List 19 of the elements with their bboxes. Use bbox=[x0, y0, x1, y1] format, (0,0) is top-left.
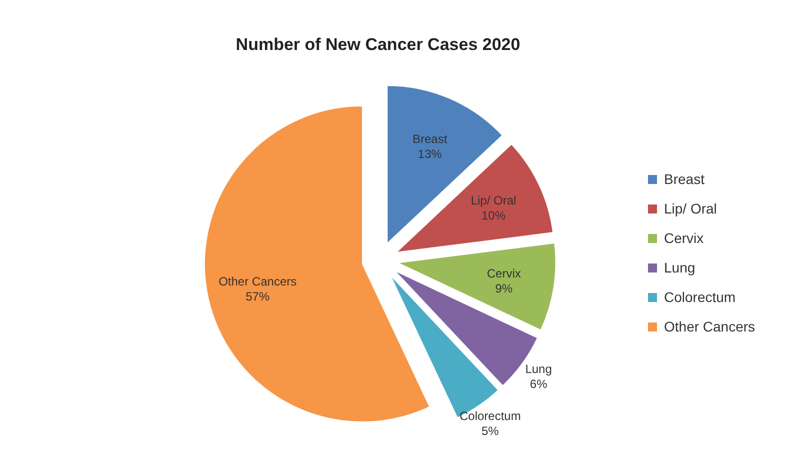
slice-label: Breast bbox=[412, 132, 448, 146]
legend-label: Breast bbox=[664, 171, 705, 187]
data-label: 5% bbox=[481, 424, 500, 438]
data-label: 13% bbox=[418, 146, 442, 161]
slice-label: Other Cancers bbox=[218, 274, 297, 288]
chart-title: Number of New Cancer Cases 2020 bbox=[236, 35, 520, 54]
slice-label: Lung bbox=[525, 362, 552, 376]
legend-label: Cervix bbox=[664, 230, 704, 246]
legend-label: Colorectum bbox=[664, 289, 736, 305]
slice-label: Cervix bbox=[486, 266, 521, 281]
data-label: 10% bbox=[481, 208, 506, 223]
data-label: 6% bbox=[530, 377, 548, 392]
legend-label: Lip/ Oral bbox=[664, 200, 717, 216]
data-label: 9% bbox=[495, 282, 513, 296]
legend-label: Lung bbox=[664, 260, 696, 276]
slice-label: Lip/ Oral bbox=[470, 194, 516, 208]
legend-label: Other Cancers bbox=[664, 318, 756, 334]
slice-label: Colorectum bbox=[459, 409, 521, 424]
data-label: 57% bbox=[246, 289, 270, 304]
